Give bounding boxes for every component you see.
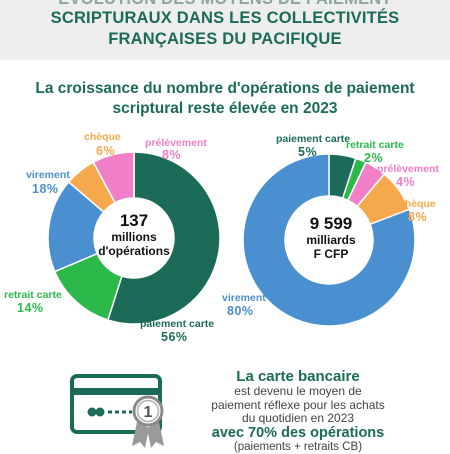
right-pct-cheque: 8% <box>408 210 427 224</box>
right-pct-prelevement: 4% <box>396 175 415 189</box>
right-label-cheque: chèque <box>399 198 436 210</box>
left-pct-retrait: 14% <box>17 301 44 315</box>
bottom-line-2: paiement réflexe pour les achats <box>178 399 418 413</box>
right-center-line2: milliards <box>281 233 381 247</box>
right-pct-virement: 80% <box>227 304 254 318</box>
bottom-line-1: est devenu le moyen de <box>178 385 418 399</box>
bottom-title: La carte bancaire <box>178 368 418 385</box>
right-label-prelevement: prélèvement <box>377 163 439 175</box>
left-label-virement: virement <box>26 169 70 181</box>
left-center-line3: d'opérations <box>84 244 184 258</box>
medal-icon: 1 <box>128 394 168 450</box>
right-center-number: 9 599 <box>281 215 381 233</box>
right-center-line3: F CFP <box>281 247 381 261</box>
left-pct-paiement: 56% <box>161 330 188 344</box>
medal-number: 1 <box>144 404 153 421</box>
right-label-virement: virement <box>222 292 266 304</box>
right-center-text: 9 599 milliards F CFP <box>281 215 381 261</box>
right-pct-paiement: 5% <box>298 145 317 159</box>
left-center-text: 137 millions d'opérations <box>84 212 184 258</box>
left-pct-cheque: 6% <box>96 144 115 158</box>
left-pct-prelevement: 8% <box>162 148 181 162</box>
left-label-cheque: chèque <box>84 131 121 143</box>
left-pct-virement: 18% <box>32 182 59 196</box>
left-label-retrait: retrait carte <box>4 289 62 301</box>
right-label-paiement: paiement carte <box>276 133 350 145</box>
bottom-note: (paiements + retraits CB) <box>178 441 418 454</box>
left-label-paiement: paiement carte <box>140 318 214 330</box>
bottom-text: La carte bancaire est devenu le moyen de… <box>178 368 418 454</box>
left-center-line2: millions <box>84 230 184 244</box>
left-center-number: 137 <box>84 212 184 230</box>
right-label-retrait: retrait carte <box>346 139 404 151</box>
bottom-highlight: avec 70% des opérations <box>178 426 418 441</box>
bottom-line-3: du quotidien en 2023 <box>178 412 418 426</box>
